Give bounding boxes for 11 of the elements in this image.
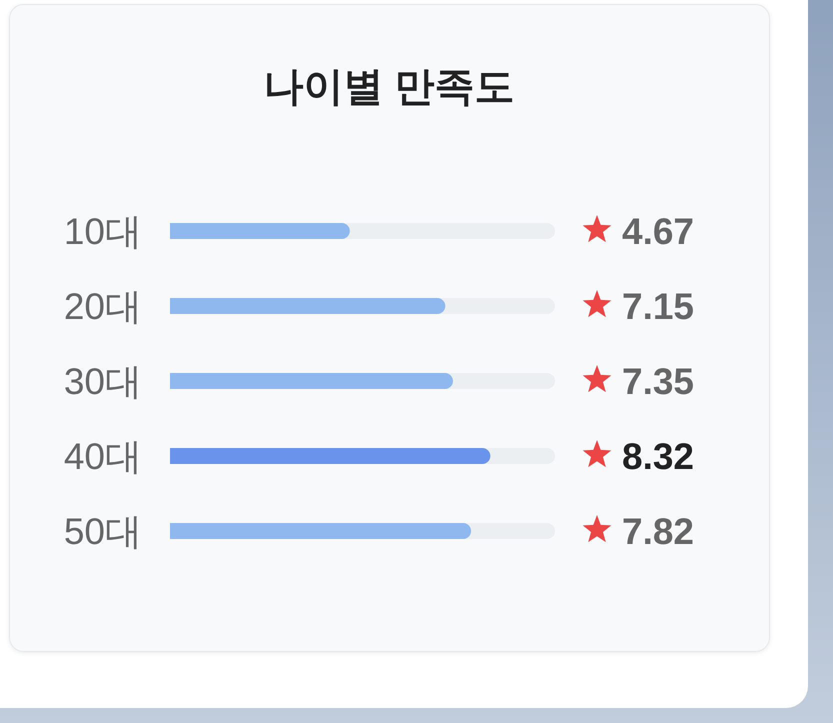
data-label: 7.35	[622, 361, 694, 402]
chart-title: 나이별 만족도	[263, 65, 515, 109]
y-tick-label: 20대	[64, 286, 142, 327]
y-tick-label: 30대	[64, 361, 142, 402]
data-label: 7.15	[622, 286, 694, 327]
y-tick-label: 10대	[64, 211, 142, 252]
data-label: 8.32	[622, 436, 694, 477]
data-label: 4.67	[622, 211, 694, 252]
y-tick-label: 50대	[64, 511, 142, 552]
data-label: 7.82	[622, 511, 694, 552]
y-tick-label: 40대	[64, 436, 142, 477]
